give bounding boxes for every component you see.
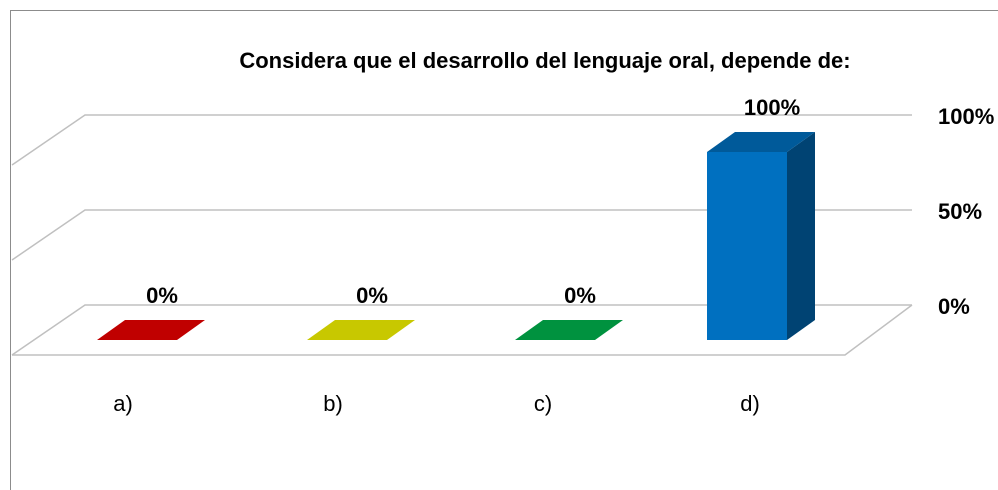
floor-edge xyxy=(12,304,913,356)
y-tick-label: 100% xyxy=(938,104,994,129)
x-tick-label: a) xyxy=(113,391,133,416)
bar-side xyxy=(787,132,815,340)
bar-front xyxy=(707,152,787,340)
x-tick-label: c) xyxy=(534,391,552,416)
chart-border xyxy=(10,10,998,490)
x-tick-label: d) xyxy=(740,391,760,416)
grid-line xyxy=(11,209,912,261)
bar-top xyxy=(515,320,623,340)
grid-line xyxy=(11,114,912,166)
bar-top xyxy=(707,132,815,152)
x-tick-label: b) xyxy=(323,391,343,416)
value-label: 0% xyxy=(146,283,178,308)
grid-line xyxy=(11,304,912,356)
y-tick-label: 50% xyxy=(938,199,982,224)
value-label: 100% xyxy=(744,95,800,120)
value-label: 0% xyxy=(356,283,388,308)
y-tick-label: 0% xyxy=(938,294,970,319)
bar-top xyxy=(307,320,415,340)
bar-top xyxy=(97,320,205,340)
chart-title: Considera que el desarrollo del lenguaje… xyxy=(239,48,850,73)
value-label: 0% xyxy=(564,283,596,308)
